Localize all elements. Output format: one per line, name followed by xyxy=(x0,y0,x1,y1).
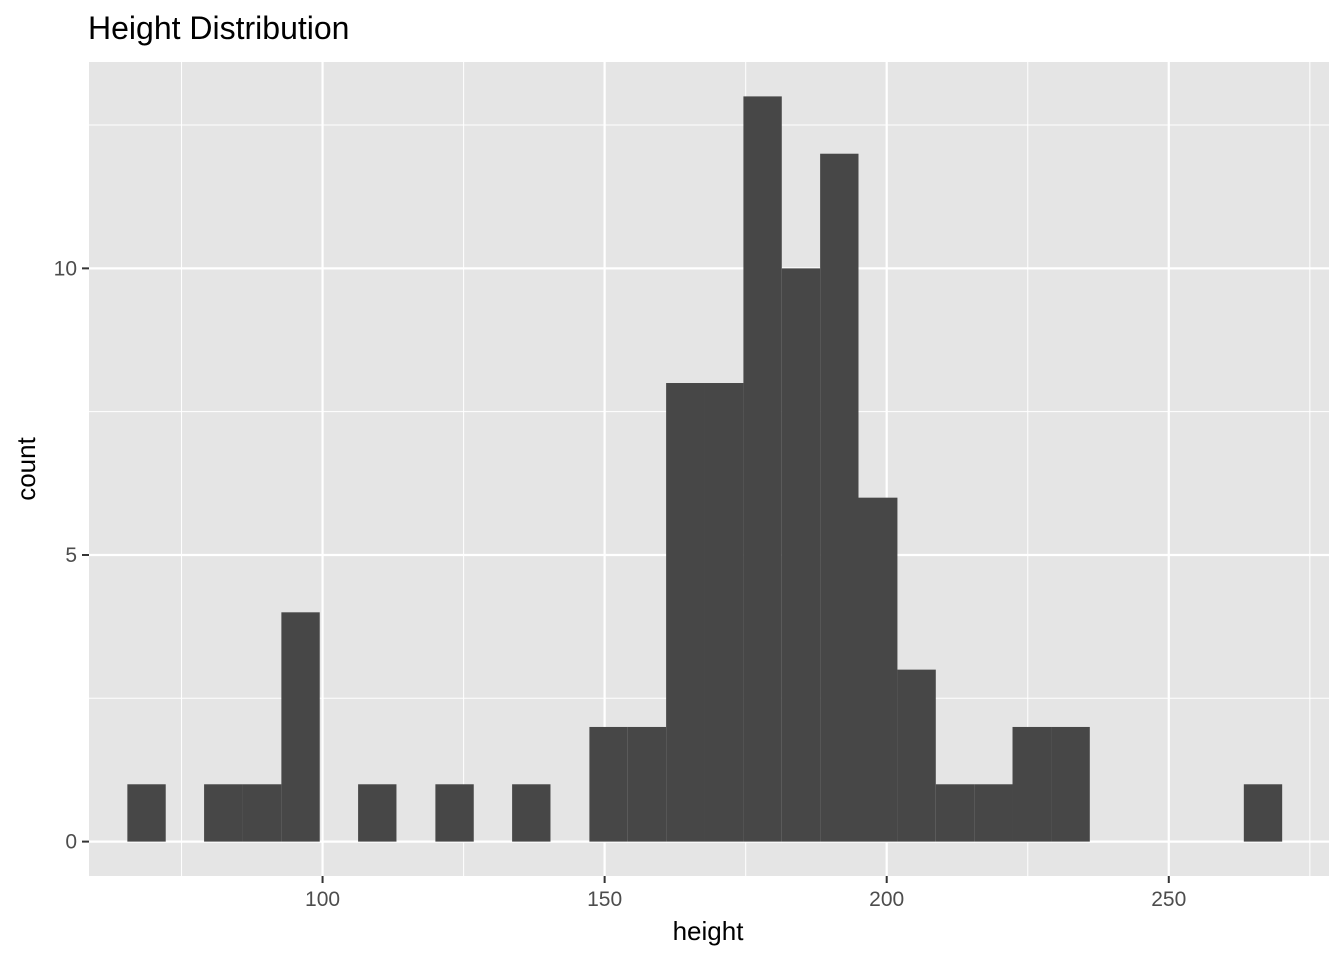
histogram-bar xyxy=(242,784,282,842)
histogram-bar xyxy=(127,784,166,842)
y-tick-label: 5 xyxy=(65,544,77,567)
histogram-bar xyxy=(512,784,551,842)
histogram-bar xyxy=(589,726,628,842)
histogram-bar xyxy=(1012,726,1052,842)
histogram-bar xyxy=(897,669,936,842)
histogram-bar xyxy=(435,784,474,842)
y-axis-title: count xyxy=(11,436,41,500)
histogram-bar xyxy=(627,726,667,842)
y-tick-label: 10 xyxy=(54,257,77,280)
x-tick-label: 150 xyxy=(587,888,622,911)
chart-title: Height Distribution xyxy=(88,10,349,46)
histogram-bar xyxy=(358,784,397,842)
histogram-bar xyxy=(858,497,898,842)
histogram-bar xyxy=(704,383,744,842)
histogram-bar xyxy=(1243,784,1283,842)
histogram-bar xyxy=(974,784,1013,842)
x-axis: 100 150 200 250 xyxy=(305,876,1186,911)
histogram-bars xyxy=(127,96,1283,842)
y-tick-label: 0 xyxy=(65,831,77,854)
y-axis: 0 5 10 xyxy=(54,257,89,854)
histogram-bar xyxy=(935,784,975,842)
histogram-bar xyxy=(281,612,320,842)
x-axis-title: height xyxy=(673,916,745,946)
histogram-bar xyxy=(204,784,243,842)
x-tick-label: 100 xyxy=(305,888,340,911)
x-tick-label: 200 xyxy=(869,888,904,911)
histogram-bar xyxy=(1051,726,1090,842)
histogram-bar xyxy=(666,383,705,842)
histogram-bar xyxy=(781,268,821,842)
histogram-bar xyxy=(743,96,782,842)
histogram-bar xyxy=(820,153,859,842)
x-tick-label: 250 xyxy=(1151,888,1186,911)
